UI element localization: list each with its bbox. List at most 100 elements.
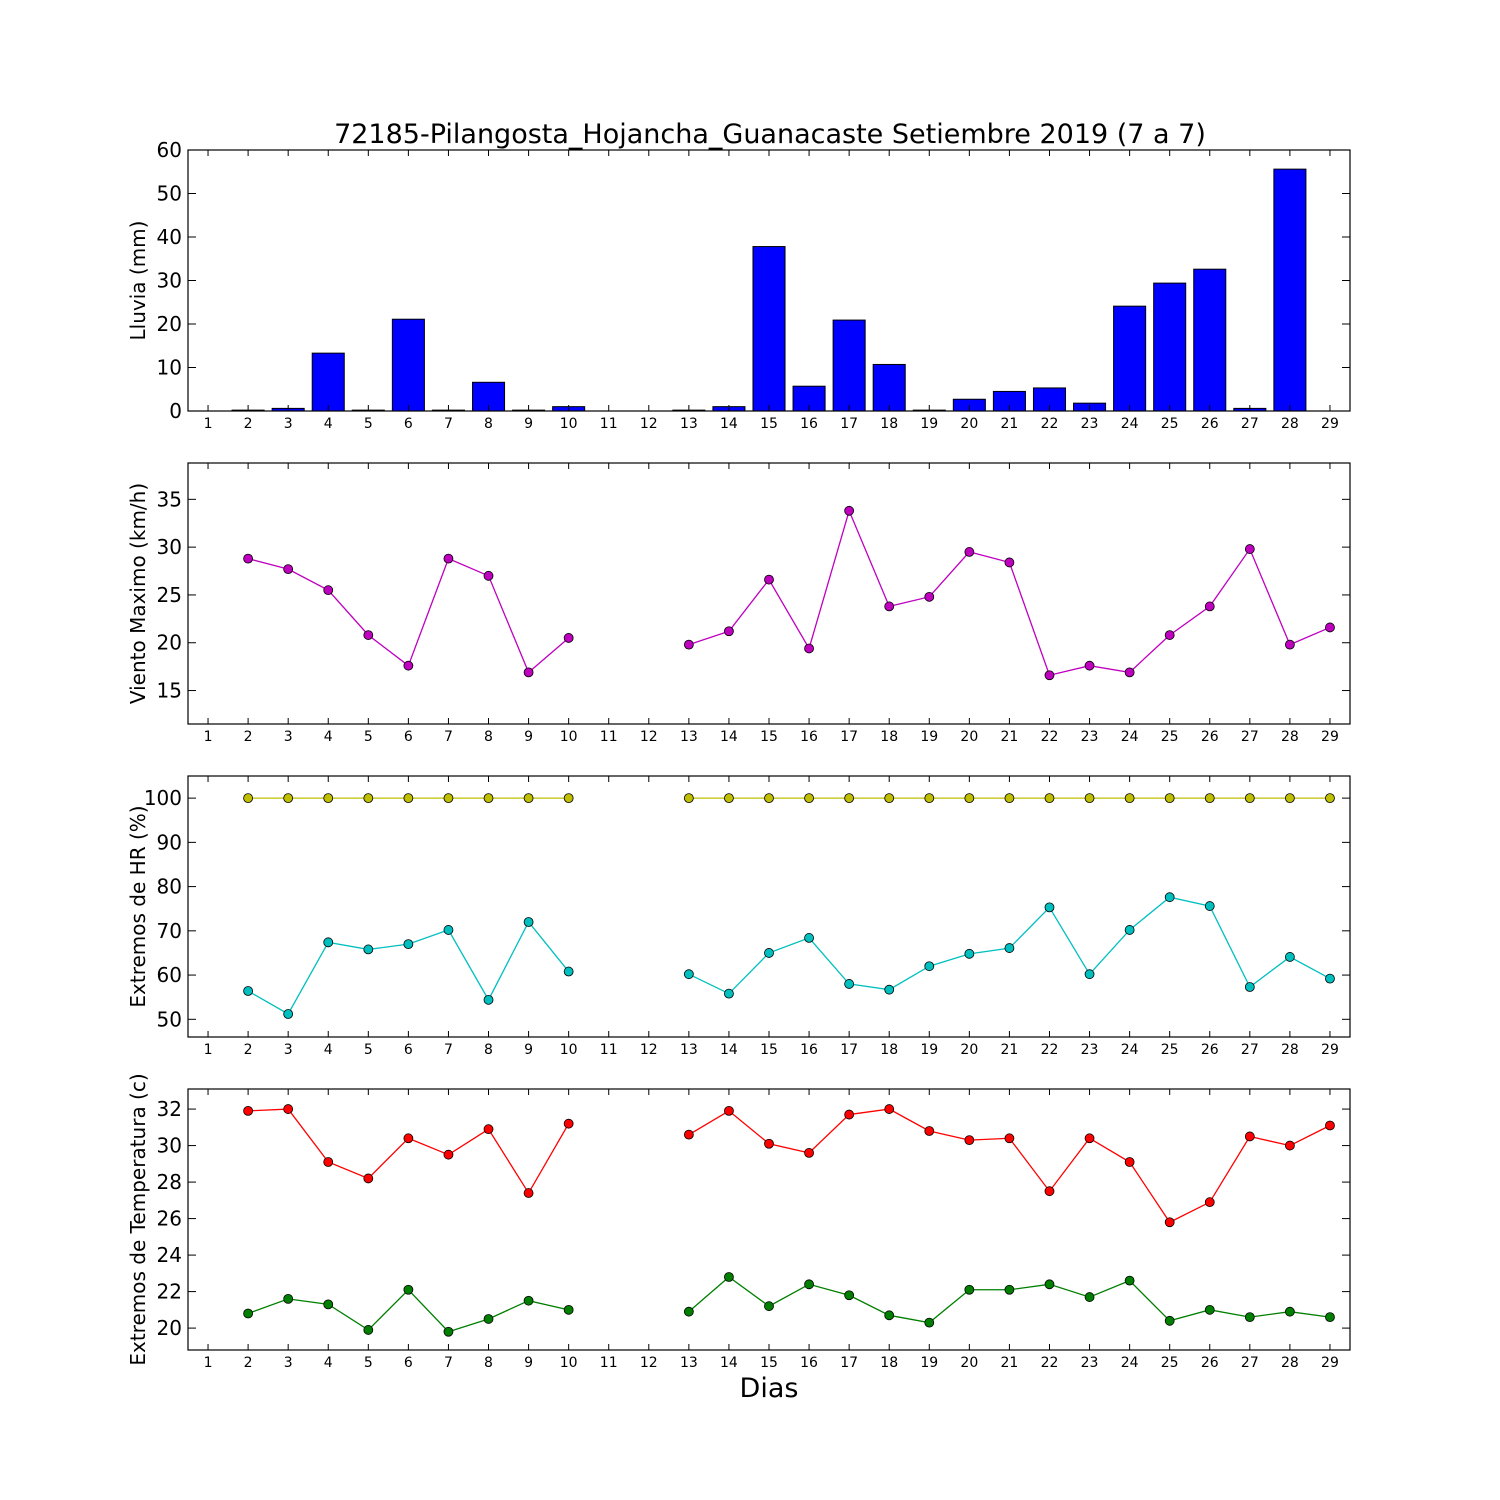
data-point	[724, 1272, 734, 1282]
x-tick-label: 27	[1241, 729, 1259, 745]
x-tick-label: 12	[640, 416, 658, 432]
bar	[1113, 305, 1147, 412]
data-point	[483, 570, 494, 581]
data-point	[884, 601, 895, 612]
x-tick-label: 11	[600, 1355, 618, 1371]
data-point	[1284, 639, 1295, 650]
x-tick-label: 11	[600, 729, 618, 745]
data-point	[924, 793, 935, 804]
y-tick-label: 90	[157, 830, 182, 854]
x-tick-label: 29	[1321, 416, 1339, 432]
data-point	[1004, 1133, 1015, 1144]
y-tick-label: 30	[157, 269, 182, 293]
x-tick-label: 27	[1241, 1355, 1259, 1371]
data-point	[1124, 667, 1135, 678]
data-point	[523, 1188, 534, 1198]
data-point	[844, 979, 855, 989]
x-tick-label: 8	[484, 1042, 493, 1058]
x-tick-label: 6	[404, 416, 413, 432]
x-tick-label: 22	[1041, 416, 1059, 432]
data-point	[804, 793, 814, 804]
y-tick-label: 35	[157, 487, 182, 511]
x-tick-label: 4	[324, 1042, 333, 1058]
x-tick-label: 11	[600, 1042, 618, 1058]
data-point	[323, 1157, 334, 1167]
x-tick-label: 1	[204, 416, 213, 432]
data-point	[764, 1301, 774, 1312]
data-point	[1204, 601, 1215, 612]
data-point	[964, 948, 975, 959]
data-point	[844, 793, 855, 804]
data-point	[1004, 793, 1015, 804]
y-tick-label: 70	[157, 919, 182, 943]
data-point	[1084, 660, 1095, 671]
data-point	[443, 553, 454, 564]
data-point	[924, 1317, 935, 1328]
data-point	[483, 994, 494, 1005]
data-point	[764, 574, 774, 585]
data-point	[683, 969, 694, 980]
y-tick-label: 28	[157, 1170, 182, 1194]
x-tick-label: 29	[1321, 1042, 1339, 1058]
y-tick-label: 50	[157, 182, 182, 206]
data-point	[1204, 793, 1215, 804]
data-point	[363, 1325, 374, 1335]
data-point	[483, 793, 494, 804]
x-tick-label: 15	[760, 1355, 778, 1371]
x-tick-label: 3	[284, 729, 293, 745]
data-point	[1044, 902, 1055, 913]
data-point	[1004, 943, 1015, 953]
data-point	[363, 793, 374, 804]
x-tick-label: 26	[1201, 1042, 1219, 1058]
data-point	[1244, 1131, 1255, 1142]
data-point	[1244, 982, 1255, 992]
x-tick-label: 3	[284, 1042, 293, 1058]
chart-panel: 1 2 3 4 5 6 7 8 9 10 11 12 13 14 15 16 17 18 19 20 21 22 23 24 2…	[126, 1073, 1351, 1371]
data-point	[1084, 1133, 1095, 1144]
bar	[752, 246, 786, 412]
data-point	[443, 1149, 454, 1160]
data-point	[483, 1124, 494, 1135]
chart-panel: 1 2 3 4 5 6 7 8 9 10 11 12 13 14 15 16 17 18 19 20 21 22 23 24 2…	[126, 775, 1351, 1058]
data-point	[243, 1106, 254, 1116]
data-point	[1124, 1157, 1135, 1167]
y-tick-label: 20	[157, 312, 182, 336]
data-point	[363, 1173, 374, 1184]
x-tick-label: 25	[1161, 1042, 1179, 1058]
data-point	[403, 939, 414, 950]
data-point	[844, 1290, 855, 1301]
data-point	[1164, 892, 1175, 903]
x-tick-label: 18	[880, 1042, 898, 1058]
data-point	[563, 966, 574, 977]
data-point	[1325, 1120, 1335, 1131]
x-tick-label: 2	[244, 416, 253, 432]
x-tick-label: 13	[680, 1355, 698, 1371]
data-point	[844, 1109, 855, 1120]
y-tick-label: 26	[157, 1207, 182, 1231]
x-tick-label: 23	[1081, 416, 1099, 432]
chart-title: 72185-Pilangosta_Hojancha_Guanacaste Set…	[334, 119, 1206, 150]
bar	[872, 363, 906, 412]
data-point	[1164, 793, 1175, 804]
data-point	[283, 1009, 294, 1019]
data-point	[403, 1133, 414, 1144]
bar	[1153, 282, 1187, 412]
x-tick-label: 23	[1081, 1355, 1099, 1371]
x-tick-label: 2	[244, 1355, 253, 1371]
data-point	[1204, 1304, 1215, 1315]
x-tick-label: 25	[1161, 416, 1179, 432]
x-tick-label: 3	[284, 1355, 293, 1371]
y-tick-label: 15	[157, 679, 182, 703]
x-tick-label: 29	[1321, 729, 1339, 745]
data-point	[884, 1310, 895, 1321]
data-point	[563, 633, 574, 643]
x-tick-label: 4	[324, 729, 333, 745]
x-tick-label: 10	[560, 1355, 578, 1371]
data-point	[443, 793, 454, 804]
data-point	[1284, 1140, 1295, 1151]
data-point	[283, 564, 294, 575]
data-point	[1325, 622, 1335, 633]
bar	[391, 318, 425, 412]
x-tick-label: 17	[840, 1355, 858, 1371]
y-tick-label: 10	[157, 356, 182, 380]
